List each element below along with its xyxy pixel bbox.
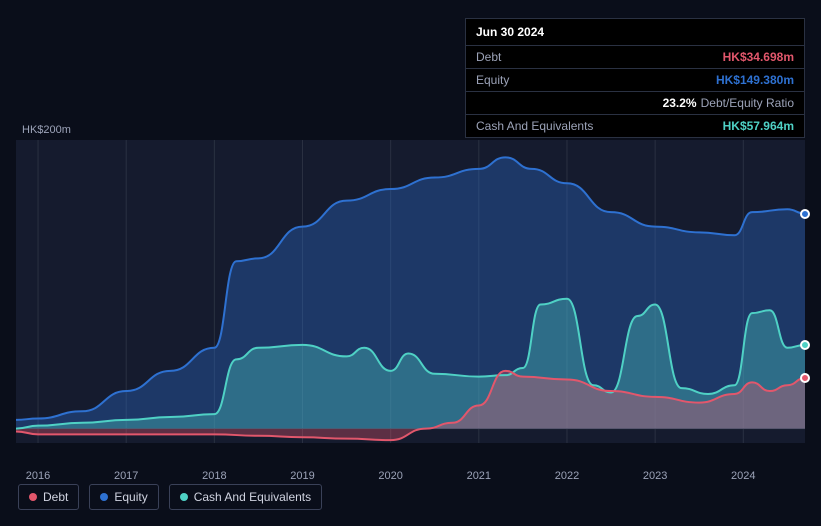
legend-label-cash: Cash And Equivalents	[194, 490, 311, 504]
x-axis-label: 2016	[26, 470, 50, 482]
tooltip-cash-label: Cash And Equivalents	[476, 119, 723, 133]
equity-end-marker	[800, 209, 810, 219]
x-axis-label: 2022	[555, 470, 579, 482]
y-axis-label-top: HK$200m	[22, 124, 71, 136]
area-chart[interactable]	[16, 140, 805, 443]
x-axis-label: 2021	[467, 470, 491, 482]
chart-container: Jun 30 2024 Debt HK$34.698m Equity HK$14…	[0, 0, 821, 526]
x-axis-label: 2019	[290, 470, 314, 482]
tooltip-row-debt: Debt HK$34.698m	[466, 46, 804, 69]
tooltip-panel: Jun 30 2024 Debt HK$34.698m Equity HK$14…	[465, 18, 805, 138]
x-axis-label: 2023	[643, 470, 667, 482]
tooltip-debt-label: Debt	[476, 50, 723, 64]
tooltip-ratio-pct: 23.2%	[663, 96, 697, 110]
legend-item-debt[interactable]: Debt	[18, 484, 79, 510]
tooltip-debt-value: HK$34.698m	[723, 50, 794, 64]
tooltip-date: Jun 30 2024	[466, 19, 804, 46]
x-axis-label: 2018	[202, 470, 226, 482]
tooltip-row-equity: Equity HK$149.380m	[466, 69, 804, 92]
tooltip-equity-label: Equity	[476, 73, 716, 87]
tooltip-cash-value: HK$57.964m	[723, 119, 794, 133]
legend-dot-debt	[29, 493, 37, 501]
legend-label-equity: Equity	[114, 490, 147, 504]
legend-dot-equity	[100, 493, 108, 501]
legend-dot-cash	[180, 493, 188, 501]
legend-item-equity[interactable]: Equity	[89, 484, 158, 510]
x-axis-label: 2024	[731, 470, 755, 482]
debt-end-marker	[800, 373, 810, 383]
x-axis-label: 2020	[378, 470, 402, 482]
legend-item-cash[interactable]: Cash And Equivalents	[169, 484, 322, 510]
tooltip-row-ratio: 23.2% Debt/Equity Ratio	[466, 92, 804, 115]
cash-end-marker	[800, 340, 810, 350]
legend-label-debt: Debt	[43, 490, 68, 504]
tooltip-ratio-spacer	[476, 96, 663, 110]
legend: Debt Equity Cash And Equivalents	[18, 484, 322, 510]
tooltip-row-cash: Cash And Equivalents HK$57.964m	[466, 115, 804, 137]
x-axis-label: 2017	[114, 470, 138, 482]
tooltip-equity-value: HK$149.380m	[716, 73, 794, 87]
tooltip-ratio-value: 23.2% Debt/Equity Ratio	[663, 96, 794, 110]
tooltip-ratio-label: Debt/Equity Ratio	[701, 96, 794, 110]
